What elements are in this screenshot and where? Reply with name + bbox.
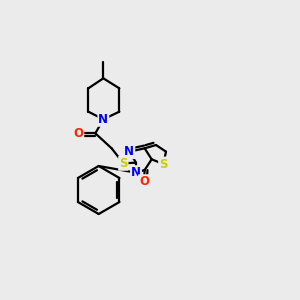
Text: S: S xyxy=(119,157,128,170)
Text: S: S xyxy=(159,158,168,170)
Text: N: N xyxy=(124,145,134,158)
Text: N: N xyxy=(98,113,108,126)
Text: O: O xyxy=(139,175,149,188)
Text: N: N xyxy=(131,166,141,179)
Text: O: O xyxy=(73,127,83,140)
